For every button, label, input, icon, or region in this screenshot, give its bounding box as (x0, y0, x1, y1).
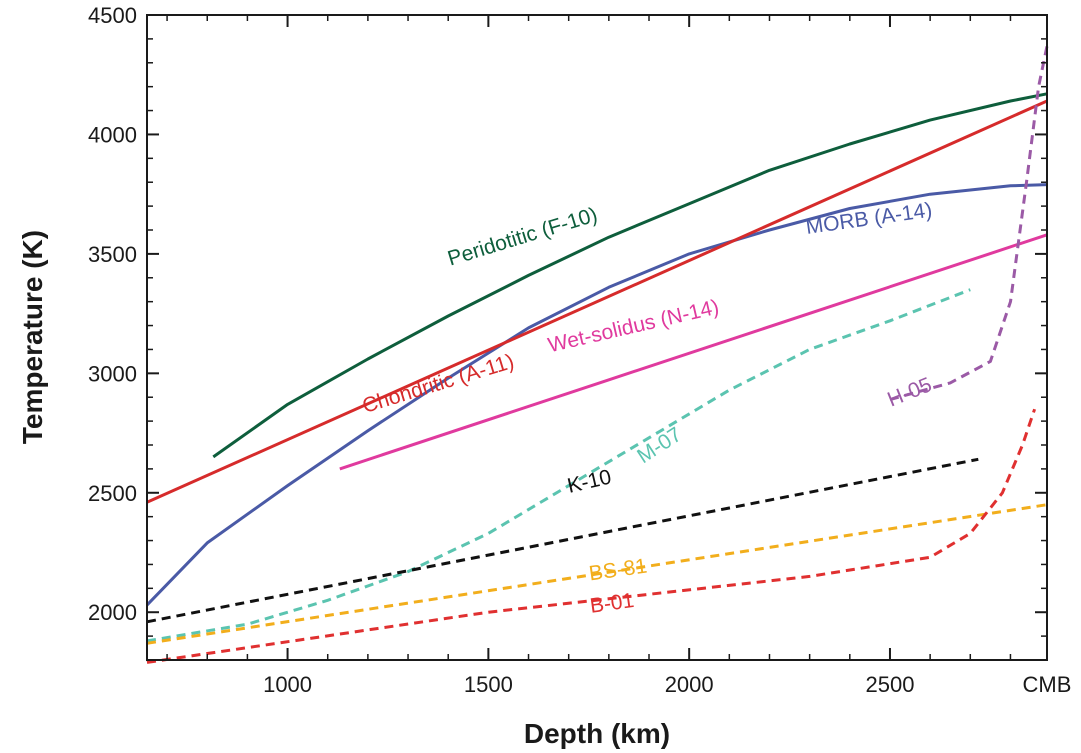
y-tick-label: 3000 (88, 361, 137, 386)
y-axis-label: Temperature (K) (17, 230, 48, 444)
y-tick-label: 3500 (88, 242, 137, 267)
series-labels: Peridotitic (F-10) MORB (A-14)Chondritic … (360, 199, 935, 618)
series-label-b-01: B-01 (588, 589, 635, 618)
x-tick-label: 1000 (263, 672, 312, 697)
y-tick-label: 4000 (88, 122, 137, 147)
series-label-chondritic-a-11: Chondritic (A-11) (360, 350, 517, 418)
series-line-morb-a-14 (145, 183, 1048, 607)
series-line-chondritic-a-11 (146, 99, 1048, 504)
x-tick-label: 1500 (464, 672, 513, 697)
series-layer (145, 45, 1049, 664)
plot-frame (146, 14, 1048, 661)
x-tick-label: CMB (1023, 672, 1072, 697)
x-axis-label: Depth (km) (524, 718, 670, 749)
x-tick-label: 2500 (865, 672, 914, 697)
series-line-h-05 (889, 45, 1049, 402)
series-label-peridotitic-f-10: Peridotitic (F-10) (445, 203, 600, 270)
y-tick-label: 4500 (88, 3, 137, 28)
series-label-h-05: H-05 (884, 373, 935, 411)
series-label-k-10: K-10 (565, 465, 613, 497)
y-tick-label: 2500 (88, 481, 137, 506)
series-line-k-10 (146, 457, 979, 624)
series-line-wet-solidus-n-14 (339, 233, 1048, 471)
series-line-bs-81 (146, 503, 1048, 645)
x-tick-label: 2000 (665, 672, 714, 697)
series-line-m-07 (146, 288, 971, 643)
series-line-peridotitic-f-10 (212, 92, 1048, 459)
y-tick-label: 2000 (88, 600, 137, 625)
series-label-bs-81: BS-81 (587, 555, 648, 586)
series-label-m-07: M-07 (633, 423, 686, 468)
series-line-b-01 (146, 408, 1037, 664)
axes-layer: 1000 1500 2000 2500 CMB 2000 2500 3000 3500 4000 4… (88, 3, 1071, 697)
